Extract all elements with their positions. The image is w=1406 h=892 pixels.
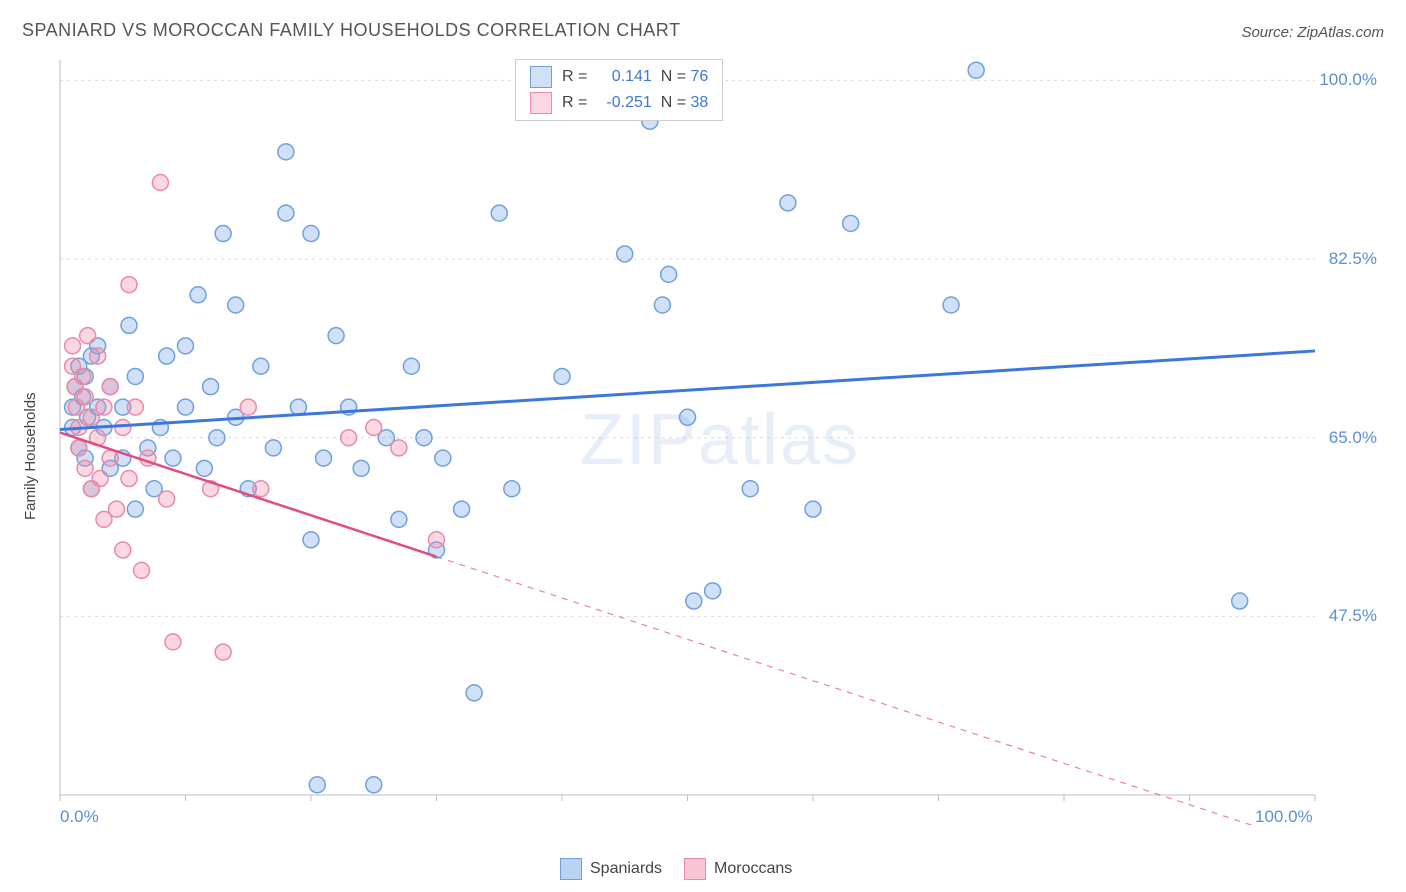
legend-item: Moroccans — [684, 858, 792, 880]
legend-swatch-icon — [530, 66, 552, 88]
legend-item-label: Spaniards — [590, 860, 662, 878]
scatter-plot: ZIPatlas R = 0.141 N = 76R = -0.251 N = … — [55, 55, 1385, 825]
y-tick-label: 47.5% — [1329, 606, 1377, 626]
legend-bottom: Spaniards Moroccans — [560, 858, 792, 880]
x-tick-label: 0.0% — [60, 807, 99, 827]
legend-swatch-icon — [530, 92, 552, 114]
legend-swatch-icon — [560, 858, 582, 880]
legend-item: Spaniards — [560, 858, 662, 880]
legend-stats-box: R = 0.141 N = 76 R = -0.251 N = 38 — [515, 59, 723, 121]
y-tick-label: 65.0% — [1329, 428, 1377, 448]
legend-swatch-icon — [684, 858, 706, 880]
y-tick-label: 100.0% — [1319, 70, 1377, 90]
y-axis-label: Family Households — [22, 392, 39, 520]
y-tick-label: 82.5% — [1329, 249, 1377, 269]
legend-stats-row: R = 0.141 N = 76 — [516, 64, 722, 90]
legend-stats-text: R = 0.141 N = 76 — [562, 68, 708, 86]
chart-title: SPANIARD VS MOROCCAN FAMILY HOUSEHOLDS C… — [22, 20, 680, 41]
legend-stats-text: R = -0.251 N = 38 — [562, 94, 708, 112]
legend-item-label: Moroccans — [714, 860, 792, 878]
chart-svg — [55, 55, 1385, 825]
source-label: Source: ZipAtlas.com — [1241, 24, 1384, 41]
x-tick-label: 100.0% — [1255, 807, 1313, 827]
legend-stats-row: R = -0.251 N = 38 — [516, 90, 722, 116]
